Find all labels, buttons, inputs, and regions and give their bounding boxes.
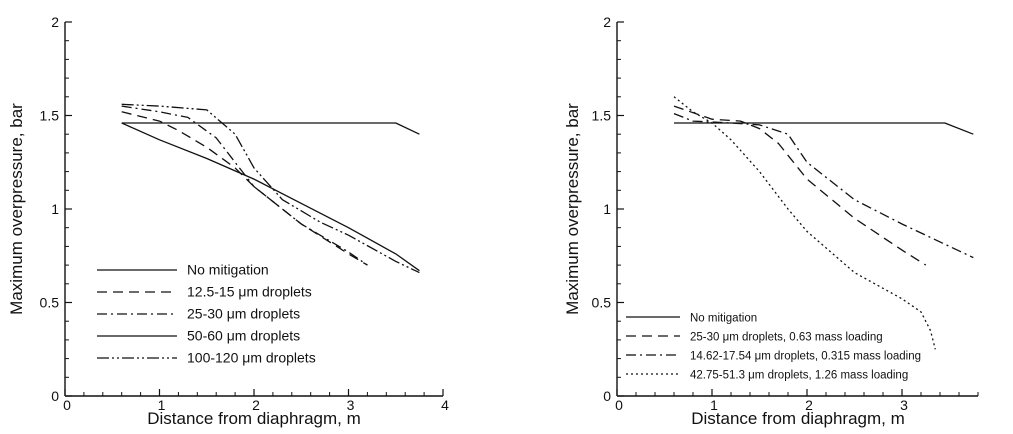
x-tick-label: 0 xyxy=(63,397,71,413)
y-axis-label: Maximum overpressure, bar xyxy=(563,103,582,315)
legend-label-4: 42.75-51.3 μm droplets, 1.26 mass loadin… xyxy=(690,370,908,382)
y-tick-label: 1.5 xyxy=(40,108,60,124)
series-line-2 xyxy=(673,105,927,266)
y-tick-label: 2 xyxy=(603,14,611,30)
series-line-2 xyxy=(121,111,368,266)
x-axis-label: Distance from diaphragm, m xyxy=(691,409,905,428)
y-tick-label: 2 xyxy=(51,14,59,30)
legend-label-5: 100-120 μm droplets xyxy=(187,350,316,366)
series-line-3 xyxy=(673,112,974,259)
y-axis-label: Maximum overpressure, bar xyxy=(7,103,26,315)
series-line-4 xyxy=(121,122,420,272)
legend-label-1: No mitigation xyxy=(187,262,269,278)
series-line-4 xyxy=(673,96,936,350)
series-line-1 xyxy=(674,122,974,135)
y-tick-label: 0.5 xyxy=(592,295,612,311)
x-axis-label: Distance from diaphragm, m xyxy=(147,409,361,428)
x-tick-label: 4 xyxy=(441,397,449,413)
y-tick-label: 1.5 xyxy=(592,108,612,124)
series-line-1 xyxy=(121,122,420,135)
legend: No mitigation 25-30 μm droplets, 0.63 mas… xyxy=(626,313,921,382)
x-tick-label: 2 xyxy=(805,397,813,413)
legend-label-3: 14.62-17.54 μm droplets, 0.315 mass load… xyxy=(690,351,921,363)
x-tick-label: 3 xyxy=(900,397,908,413)
y-tick-label: 0 xyxy=(603,388,611,404)
series-line-5 xyxy=(121,103,420,274)
x-tick-label: 2 xyxy=(252,397,260,413)
chart-panel-2: 0 0.5 1 1.5 2 0 1 2 3 Maximum overpressure, bar Di… xyxy=(563,14,979,428)
legend-label-3: 25-30 μm droplets xyxy=(187,306,300,322)
x-tick-label: 1 xyxy=(158,397,166,413)
series-line-3 xyxy=(121,105,368,266)
y-tick-label: 1 xyxy=(603,201,611,217)
x-tick-label: 1 xyxy=(710,397,718,413)
legend-label-2: 25-30 μm droplets, 0.63 mass loading xyxy=(690,332,883,344)
legend-label-1: No mitigation xyxy=(690,313,757,325)
x-tick-label: 0 xyxy=(615,397,623,413)
y-tick-label: 0 xyxy=(51,388,59,404)
legend: No mitigation 12.5-15 μm droplets 25-30 μm… xyxy=(97,262,316,366)
x-tick-label: 3 xyxy=(347,397,355,413)
y-tick-label: 1 xyxy=(51,201,59,217)
legend-label-4: 50-60 μm droplets xyxy=(187,328,300,344)
chart-panel-1: 0 0.5 1 1.5 2 0 1 2 3 4 Maximum overpressure, bar D… xyxy=(7,14,449,428)
legend-label-2: 12.5-15 μm droplets xyxy=(187,284,312,300)
y-tick-label: 0.5 xyxy=(40,295,60,311)
